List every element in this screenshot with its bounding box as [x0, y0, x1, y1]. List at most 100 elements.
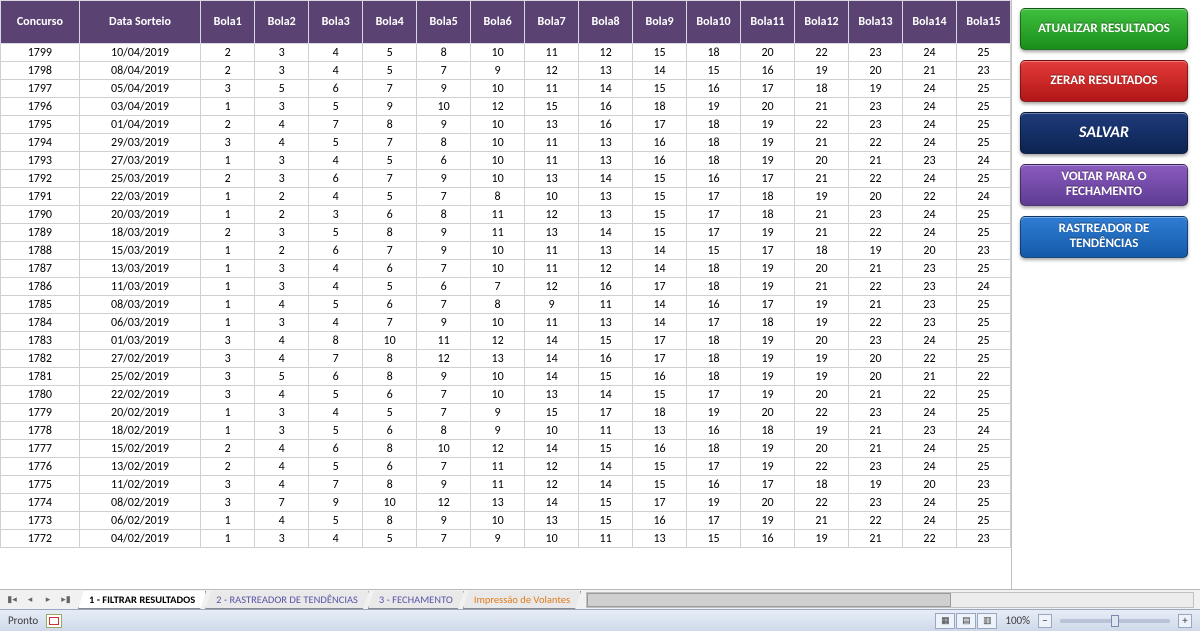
table-row[interactable]: 179808/04/2019234579121314151619202123 [1, 62, 1011, 80]
table-row[interactable]: 178125/02/20193568910141516181919202122 [1, 368, 1011, 386]
zoom-slider-thumb[interactable] [1111, 615, 1119, 627]
macro-record-icon[interactable] [46, 614, 62, 628]
table-row[interactable]: 178611/03/2019134567121617181921222324 [1, 278, 1011, 296]
table-row[interactable]: 177511/02/20193478911121415161718192023 [1, 476, 1011, 494]
col-header-b5[interactable]: Bola5 [417, 1, 471, 44]
col-header-b3[interactable]: Bola3 [309, 1, 363, 44]
col-header-b2[interactable]: Bola2 [255, 1, 309, 44]
table-row[interactable]: 178227/02/201934781213141617181919202225 [1, 350, 1011, 368]
cell-b9: 15 [633, 458, 687, 476]
cell-b9: 17 [633, 278, 687, 296]
table-row[interactable]: 179020/03/20191236811121315171821232425 [1, 206, 1011, 224]
cell-b2: 4 [255, 440, 309, 458]
cell-data: 01/04/2019 [79, 116, 200, 134]
cell-data: 13/02/2019 [79, 458, 200, 476]
col-header-b8[interactable]: Bola8 [579, 1, 633, 44]
cell-b4: 7 [363, 170, 417, 188]
cell-concurso: 1779 [1, 404, 80, 422]
cell-b11: 17 [741, 296, 795, 314]
table-row[interactable]: 179501/04/20192478910131617181922232425 [1, 116, 1011, 134]
app-root: ConcursoData SorteioBola1Bola2Bola3Bola4… [0, 0, 1200, 631]
table-row[interactable]: 177204/02/2019134579101113151619212223 [1, 530, 1011, 548]
tab-rastreador-tendencias[interactable]: 2 - RASTREADOR DE TENDÊNCIAS [205, 591, 369, 609]
cell-b3: 6 [309, 440, 363, 458]
table-row[interactable]: 179429/03/20193457810111316181921222425 [1, 134, 1011, 152]
col-header-b4[interactable]: Bola4 [363, 1, 417, 44]
cell-b1: 1 [201, 296, 255, 314]
zoom-out-button[interactable]: − [1038, 614, 1052, 628]
cell-b13: 21 [849, 386, 903, 404]
table-row[interactable]: 177715/02/201924681012141516181920212425 [1, 440, 1011, 458]
table-row[interactable]: 178713/03/20191346710111214181920212325 [1, 260, 1011, 278]
table-row[interactable]: 179122/03/2019124578101315171819202224 [1, 188, 1011, 206]
col-header-b6[interactable]: Bola6 [471, 1, 525, 44]
table-row[interactable]: 178406/03/20191347910111314171819222325 [1, 314, 1011, 332]
cell-b3: 4 [309, 404, 363, 422]
cell-b13: 23 [849, 404, 903, 422]
table-row[interactable]: 179603/04/201913591012151618192021232425 [1, 98, 1011, 116]
tab-impressao-volantes[interactable]: Impressão de Volantes [463, 591, 581, 609]
table-row[interactable]: 179910/04/20192345810111215182022232425 [1, 44, 1011, 62]
col-header-b13[interactable]: Bola13 [849, 1, 903, 44]
results-grid-wrapper[interactable]: ConcursoData SorteioBola1Bola2Bola3Bola4… [0, 0, 1012, 589]
table-row[interactable]: 178022/02/20193456710131415171920212225 [1, 386, 1011, 404]
table-row[interactable]: 179225/03/20192367910131415161721222425 [1, 170, 1011, 188]
cell-b9: 18 [633, 98, 687, 116]
cell-b10: 17 [687, 314, 741, 332]
view-layout-icon[interactable]: ▤ [956, 613, 976, 629]
col-header-b7[interactable]: Bola7 [525, 1, 579, 44]
col-header-data[interactable]: Data Sorteio [79, 1, 200, 44]
col-header-concurso[interactable]: Concurso [1, 1, 80, 44]
table-row[interactable]: 178918/03/20192358911131415171921222425 [1, 224, 1011, 242]
rastreador-tendencias-button[interactable]: RASTREADOR DE TENDÊNCIAS [1020, 216, 1188, 258]
tab-fechamento[interactable]: 3 - FECHAMENTO [368, 591, 464, 609]
table-row[interactable]: 177920/02/2019134579151718192022232425 [1, 404, 1011, 422]
cell-b5: 12 [417, 494, 471, 512]
col-header-b9[interactable]: Bola9 [633, 1, 687, 44]
zerar-resultados-button[interactable]: ZERAR RESULTADOS [1020, 60, 1188, 102]
tab-filtrar-resultados[interactable]: 1 - FILTRAR RESULTADOS [78, 591, 206, 609]
view-normal-icon[interactable]: ▦ [935, 613, 955, 629]
col-header-b15[interactable]: Bola15 [956, 1, 1010, 44]
table-row[interactable]: 177408/02/201937910121314151719202223242… [1, 494, 1011, 512]
cell-b1: 1 [201, 260, 255, 278]
cell-data: 20/02/2019 [79, 404, 200, 422]
cell-b1: 3 [201, 134, 255, 152]
sheet-nav-next-icon[interactable]: ▸ [40, 592, 56, 608]
cell-b2: 7 [255, 494, 309, 512]
col-header-b1[interactable]: Bola1 [201, 1, 255, 44]
horizontal-scrollbar[interactable] [586, 592, 1194, 608]
table-row[interactable]: 177306/02/20191458910131516171921222425 [1, 512, 1011, 530]
table-row[interactable]: 178301/03/201934810111214151718192023242… [1, 332, 1011, 350]
salvar-button[interactable]: SALVAR [1020, 112, 1188, 154]
horizontal-scrollbar-thumb[interactable] [587, 593, 951, 607]
cell-b12: 20 [795, 332, 849, 350]
table-row[interactable]: 178815/03/20191267910111314151718192023 [1, 242, 1011, 260]
table-row[interactable]: 177818/02/2019135689101113161819212324 [1, 422, 1011, 440]
col-header-b14[interactable]: Bola14 [902, 1, 956, 44]
table-row[interactable]: 177613/02/20192456711121415171922232425 [1, 458, 1011, 476]
zoom-in-button[interactable]: + [1178, 614, 1192, 628]
cell-concurso: 1792 [1, 170, 80, 188]
table-row[interactable]: 178508/03/201914567891114161719212325 [1, 296, 1011, 314]
sheet-nav-first-icon[interactable]: ▮◂ [4, 592, 20, 608]
zoom-slider[interactable] [1060, 619, 1170, 623]
sheet-nav-last-icon[interactable]: ▸▮ [58, 592, 74, 608]
atualizar-resultados-button[interactable]: ATUALIZAR RESULTADOS [1020, 8, 1188, 50]
cell-b1: 2 [201, 44, 255, 62]
cell-b15: 25 [956, 98, 1010, 116]
cell-concurso: 1773 [1, 512, 80, 530]
col-header-b12[interactable]: Bola12 [795, 1, 849, 44]
cell-concurso: 1789 [1, 224, 80, 242]
cell-b9: 15 [633, 206, 687, 224]
view-pagebreak-icon[interactable]: ▥ [977, 613, 997, 629]
sheet-nav-prev-icon[interactable]: ◂ [22, 592, 38, 608]
voltar-fechamento-button[interactable]: VOLTAR PARA O FECHAMENTO [1020, 164, 1188, 206]
table-row[interactable]: 179705/04/20193567910111415161718192425 [1, 80, 1011, 98]
cell-b12: 19 [795, 368, 849, 386]
col-header-b10[interactable]: Bola10 [687, 1, 741, 44]
zoom-percent[interactable]: 100% [1005, 614, 1030, 627]
cell-data: 04/02/2019 [79, 530, 200, 548]
table-row[interactable]: 179327/03/20191345610111316181920212324 [1, 152, 1011, 170]
col-header-b11[interactable]: Bola11 [741, 1, 795, 44]
